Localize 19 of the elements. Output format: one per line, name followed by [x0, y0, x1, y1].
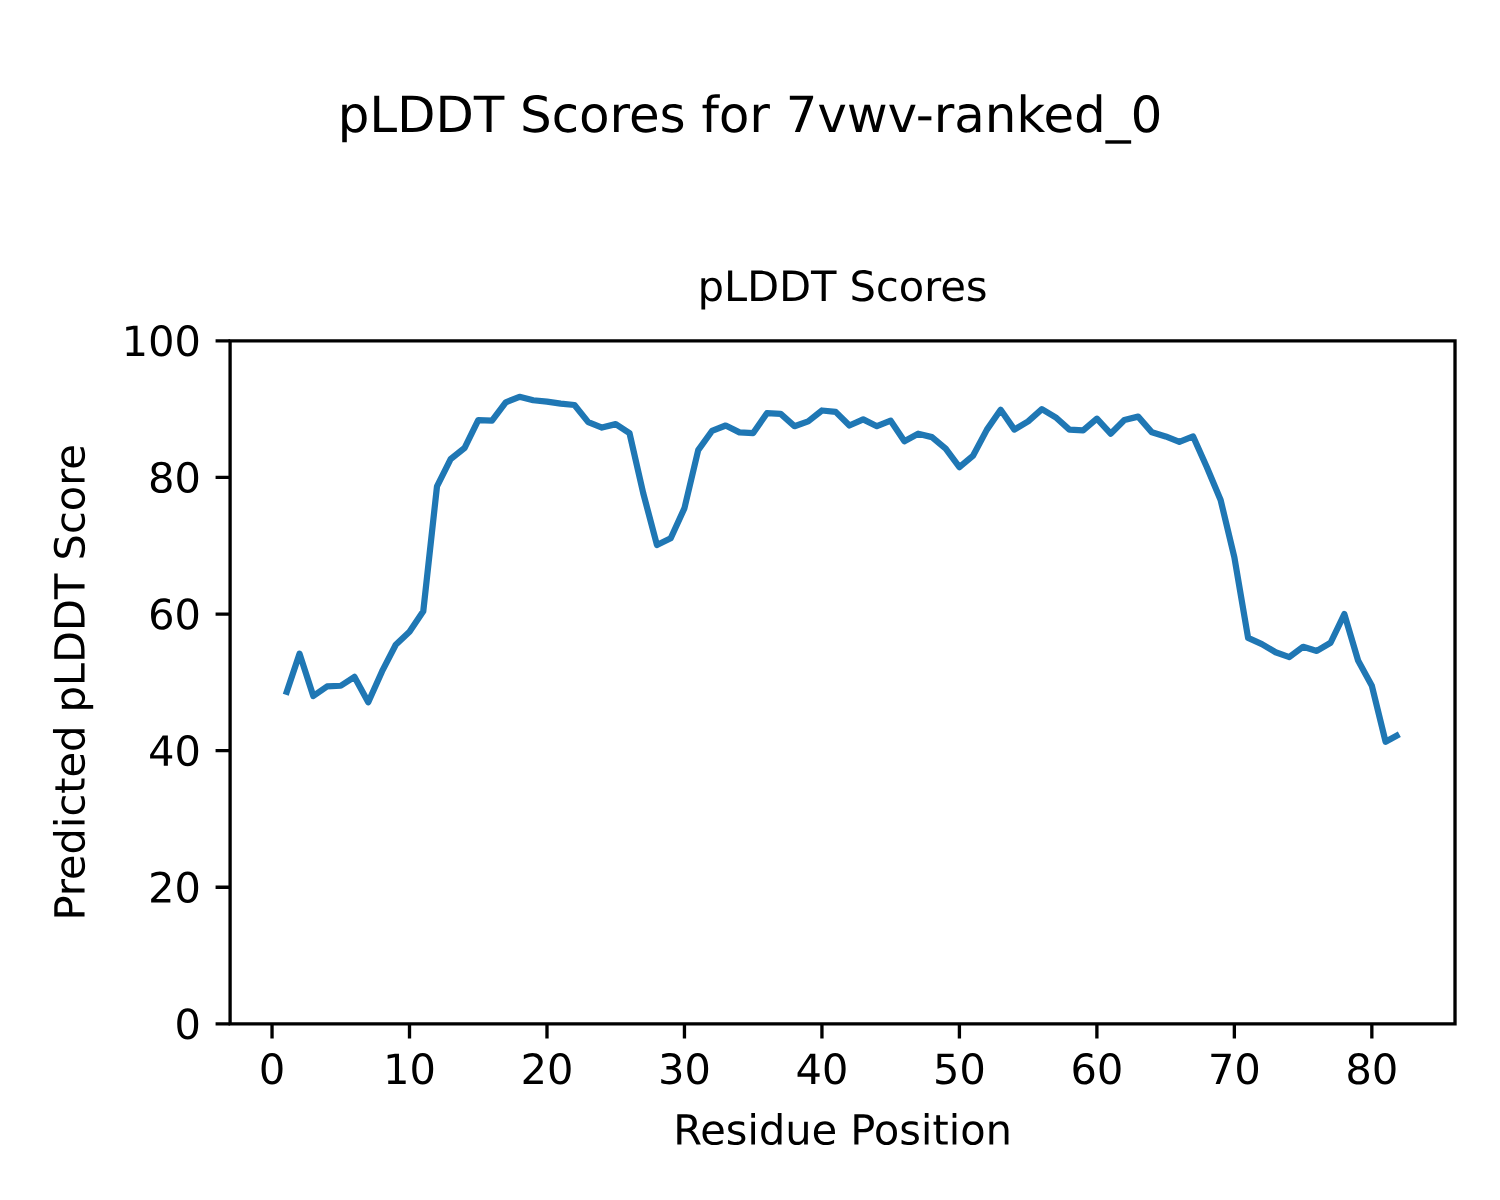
x-tick-label: 50	[936, 1053, 984, 1085]
x-axis-title: Residue Position	[677, 1112, 1009, 1146]
chart-title: pLDDT Scores for 7vwv-ranked_0	[342, 94, 1160, 144]
x-tick-label: 60	[1073, 1053, 1121, 1085]
x-tick-label: 0	[261, 1053, 283, 1085]
x-tick-label: 80	[1348, 1053, 1396, 1085]
chart-subtitle: pLDDT Scores	[701, 270, 986, 310]
y-tick-label: 20	[151, 871, 199, 903]
y-axis-title: Predicted pLDDT Score	[52, 446, 94, 917]
y-tick-label: 40	[150, 734, 199, 767]
x-tick-label: 40	[797, 1053, 846, 1085]
x-tick-label: 10	[387, 1053, 434, 1085]
x-tick-label: 30	[661, 1053, 709, 1085]
y-tick-label: 60	[151, 598, 199, 630]
y-tick-label: 0	[177, 1008, 199, 1040]
x-tick-label: 20	[523, 1053, 571, 1085]
x-tick-label: 70	[1211, 1053, 1259, 1085]
y-tick-label: 80	[150, 461, 199, 494]
y-tick-label: 100	[126, 325, 199, 357]
